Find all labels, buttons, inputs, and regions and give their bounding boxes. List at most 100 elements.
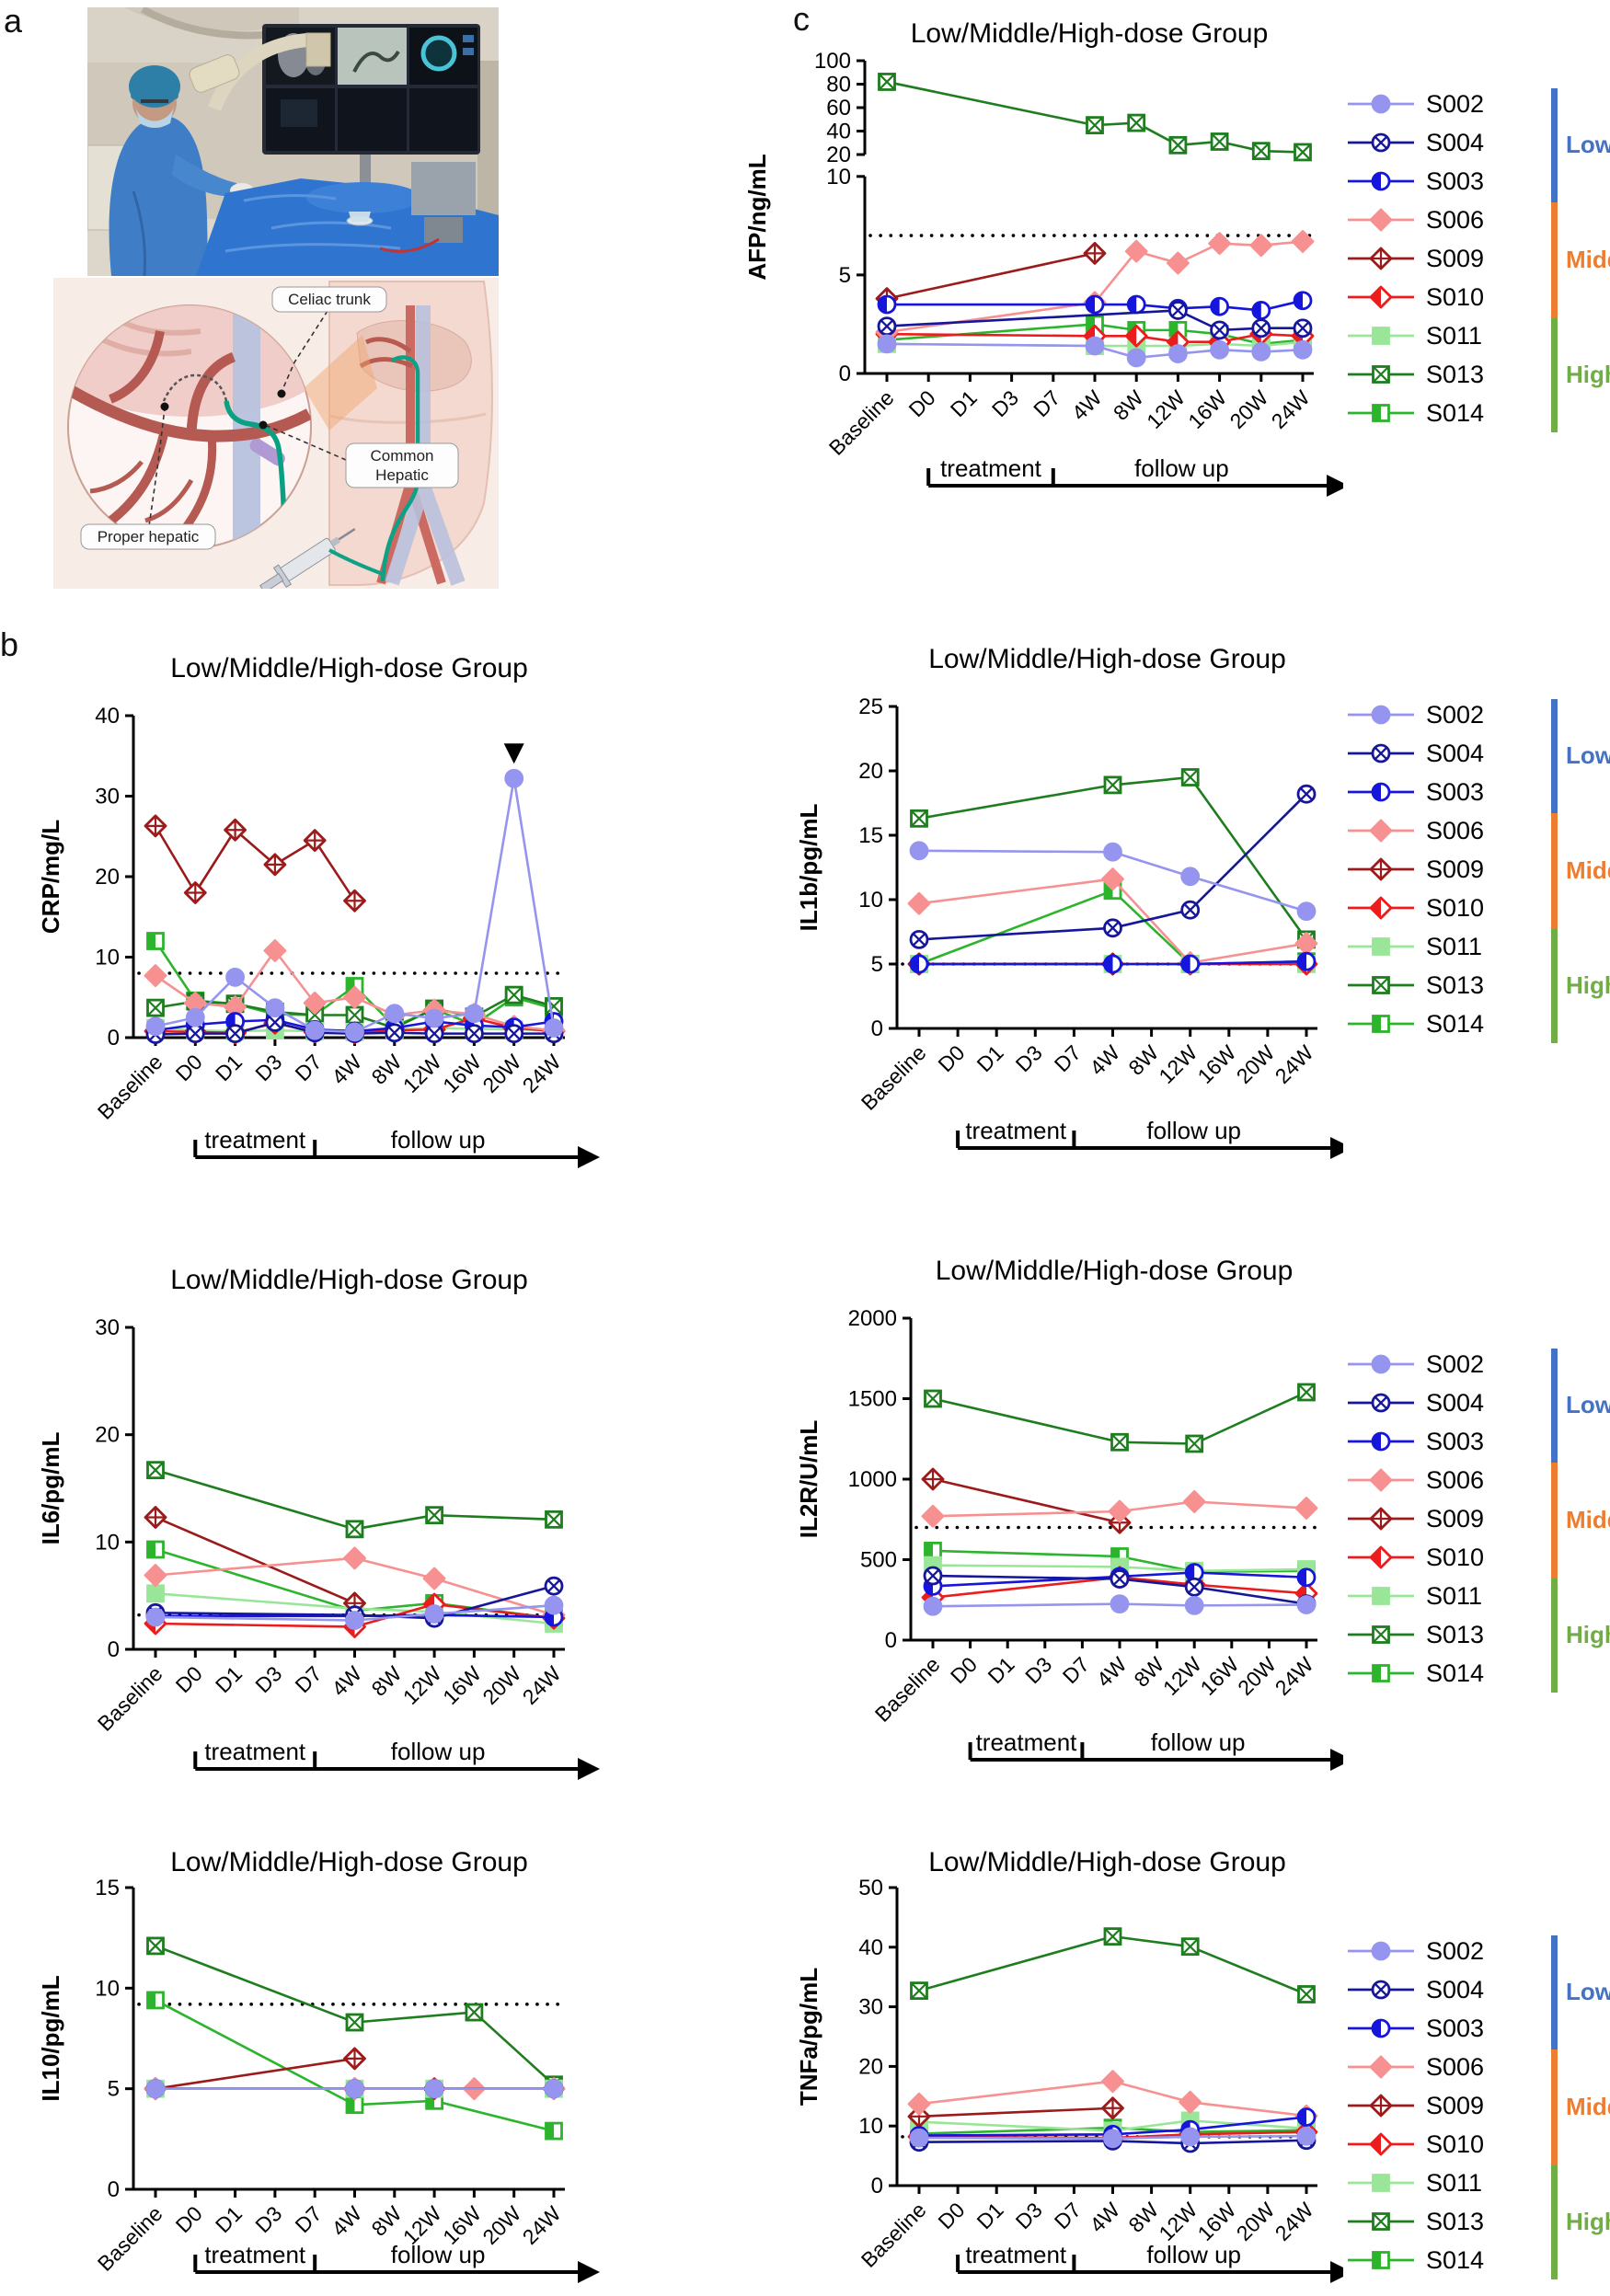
- legend-item-S010: S010: [1345, 278, 1610, 316]
- chart-title: Low/Middle/High-dose Group: [170, 1265, 528, 1295]
- series-markers-S013: [924, 1383, 1316, 1453]
- y-axis-label: TNFa/pg/mL: [795, 1968, 822, 2106]
- chart-il1b: Low/Middle/High-dose Group IL1b/pg/mL 0 5 10…: [773, 635, 1352, 1205]
- legend-label: S010: [1426, 282, 1485, 311]
- legend-label: S013: [1426, 970, 1485, 999]
- diamond-plus-marker-icon: [1369, 1507, 1393, 1531]
- legend-item-S014: S014: [1345, 1004, 1610, 1043]
- legend-afp: S002 S004 S003 S006 S009 S010 S011 S013 S014 Low M…: [1345, 85, 1610, 453]
- circle-x-marker-icon: [1371, 743, 1391, 763]
- legend-label: S014: [1426, 1659, 1485, 1687]
- series-line-S013: [918, 1934, 1307, 1996]
- x-tick-label: D1: [983, 1652, 1019, 1688]
- group-bar-low: [1551, 699, 1558, 813]
- square-x-marker-icon: [1372, 976, 1390, 994]
- x-tick-label: D1: [972, 2198, 1008, 2233]
- legend-label: S004: [1426, 1975, 1485, 2003]
- y-tick-label: 15: [858, 823, 883, 848]
- circle-half-marker-icon: [1371, 2018, 1391, 2038]
- legend-label: S013: [1426, 1620, 1485, 1648]
- group-label-high: High: [1566, 2208, 1610, 2235]
- square-x-marker-icon: [1372, 365, 1390, 384]
- y-axis-label: IL2R/U/mL: [795, 1420, 822, 1539]
- x-tick-label: D1: [946, 385, 982, 421]
- legend-item-S003: S003: [1345, 773, 1610, 811]
- legend-item-S010: S010: [1345, 2125, 1610, 2164]
- legend-label: S014: [1426, 2245, 1485, 2274]
- legend-item-S013: S013: [1345, 2202, 1610, 2241]
- series-markers-S009: [144, 814, 366, 913]
- square-marker-icon: [1372, 1587, 1390, 1605]
- x-tick-label: 16W: [1183, 385, 1231, 433]
- x-tick-label: 4W: [1085, 2198, 1124, 2237]
- y-axis-label: IL1b/pg/mL: [795, 804, 822, 932]
- legend-label: S002: [1426, 700, 1485, 729]
- x-tick-label: D1: [211, 1661, 247, 1697]
- square-half-marker-icon: [1372, 1664, 1390, 1682]
- x-tick-label: D0: [933, 2198, 969, 2233]
- legend-label: S010: [1426, 2130, 1485, 2158]
- x-tick-label: 12W: [1142, 385, 1190, 433]
- legend-item-S003: S003: [1345, 1422, 1610, 1461]
- torso: [304, 281, 493, 586]
- treatment-annotation: treatment: [976, 1728, 1078, 1756]
- legend-item-S013: S013: [1345, 966, 1610, 1004]
- y-tick-label: 0: [885, 1628, 897, 1653]
- x-tick-label: 20W: [477, 1050, 525, 1097]
- chart-il2r: Low/Middle/High-dose Group IL2R/U/mL 0 500 1…: [773, 1246, 1352, 1817]
- chart-il6: Low/Middle/High-dose Group IL6/pg/mL 0 10 20…: [18, 1256, 626, 1826]
- y-tick-label: 5: [871, 952, 883, 977]
- circle-marker-icon: [1371, 94, 1391, 114]
- y-tick-label: 0: [839, 362, 851, 386]
- series-markers-S004: [909, 784, 1317, 949]
- y-tick-label: 20: [826, 143, 851, 167]
- legend-item-S011: S011: [1345, 1577, 1610, 1615]
- x-tick-label: D3: [250, 2201, 286, 2237]
- legend-item-S010: S010: [1345, 889, 1610, 927]
- legend-item-S004: S004: [1345, 1970, 1610, 2009]
- group-bar-low: [1551, 88, 1558, 202]
- group-label-middle: Middle: [1566, 856, 1610, 884]
- y-tick-label: 10: [826, 165, 851, 189]
- diamond-plus-marker-icon: [1369, 2094, 1393, 2118]
- series-line-S013: [932, 1391, 1307, 1445]
- legend-label: S011: [1426, 932, 1483, 960]
- x-tick-label: 12W: [1154, 1040, 1202, 1088]
- x-tick-label: D3: [1020, 1652, 1056, 1688]
- y-tick-label: 10: [858, 2114, 883, 2139]
- treatment-annotation: treatment: [204, 2241, 306, 2268]
- diamond-half-marker-icon: [1369, 285, 1393, 309]
- anatomy-illustration: Celiac trunk Common Hepatic Proper hepat…: [53, 278, 499, 593]
- y-tick-label: 10: [858, 888, 883, 913]
- legend-item-S011: S011: [1345, 927, 1610, 966]
- legend-item-S006: S006: [1345, 201, 1610, 239]
- series-markers-S002: [145, 1595, 564, 1630]
- chart-tnfa: Low/Middle/High-dose Group TNFa/pg/mL 0 10 2…: [773, 1847, 1352, 2296]
- series-line-S004: [918, 793, 1307, 941]
- legend-item-S004: S004: [1345, 734, 1610, 773]
- x-tick-label: 4W: [327, 1050, 366, 1089]
- square-half-marker-icon: [1372, 1015, 1390, 1033]
- group-bar-high: [1551, 318, 1558, 432]
- follow-up-annotation: follow up: [391, 1738, 486, 1765]
- square-half-marker-icon: [1372, 2251, 1390, 2269]
- legend-item-S006: S006: [1345, 2048, 1610, 2086]
- treatment-annotation: treatment: [204, 1738, 306, 1765]
- y-tick-label: 30: [858, 1995, 883, 2020]
- follow-up-annotation: follow up: [1146, 1117, 1241, 1144]
- diamond-plus-marker-icon: [1369, 247, 1393, 270]
- diamond-marker-icon: [1369, 1468, 1393, 1492]
- x-tick-label: 4W: [1092, 1652, 1132, 1692]
- x-tick-label: 20W: [477, 1661, 525, 1709]
- series-markers-S002: [145, 768, 564, 1042]
- x-tick-label: 16W: [1193, 2198, 1241, 2245]
- chart-title: Low/Middle/High-dose Group: [170, 1847, 528, 1877]
- group-bar-middle: [1551, 1463, 1558, 1578]
- group-label-low: Low: [1566, 1391, 1610, 1418]
- y-tick-label: 80: [826, 73, 851, 98]
- legend-il1b: S002 S004 S003 S006 S009 S010 S011 S013 S014 Low M…: [1345, 695, 1610, 1063]
- diamond-plus-marker-icon: [1369, 857, 1393, 881]
- catheter-tube: [328, 548, 384, 576]
- x-tick-label: 12W: [1158, 1652, 1206, 1700]
- legend-label: S011: [1426, 1581, 1483, 1610]
